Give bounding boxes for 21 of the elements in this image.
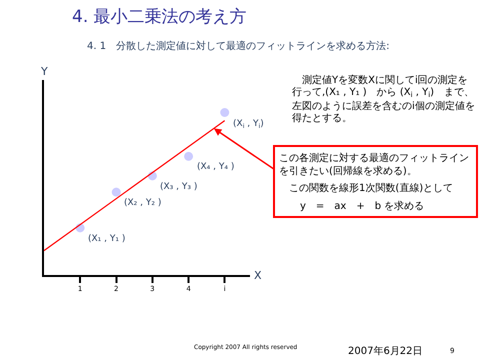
text: この各測定に対する最適のフィットライン [279,152,469,164]
text: 行って,(X₁ , Y₁ ) から (X$_{i}$ , Y$_{i}$) まで、 [292,87,474,100]
annotation: (X₄ , Y₄ ) [197,162,234,172]
annotation: (X₁ , Y₁ ) [88,234,126,244]
point [184,152,194,161]
chart-title: 4. 最小二乗法の考え方 [72,6,247,27]
text: 測定値Yを変数Xに関してi回の測定を [292,74,468,86]
text: を引きたい(回帰線を求める)。 [279,165,417,177]
x-axis-title: X [254,269,262,282]
text: y = ax + b を求める [300,200,424,212]
annotation: (X₃ , Y₃ ) [160,182,198,192]
text: 左図のように誤差を含むのi個の測定値を [292,100,475,112]
annotation: (X$_{i}$ , Y$_{i}$) [233,119,264,130]
text: 得たとする。 [292,113,352,124]
point [112,188,121,197]
text: 2007年6月22日 [348,345,423,357]
text: この関数を線形1次関数(直線)として [289,182,454,194]
annotation: (X₂ , Y₂ ) [124,198,162,208]
chart-subtitle: 4. 1 分散した測定値に対して最適のフィットラインを求める方法: [87,40,390,52]
y-axis-title: Y [40,65,48,78]
point [220,108,230,117]
